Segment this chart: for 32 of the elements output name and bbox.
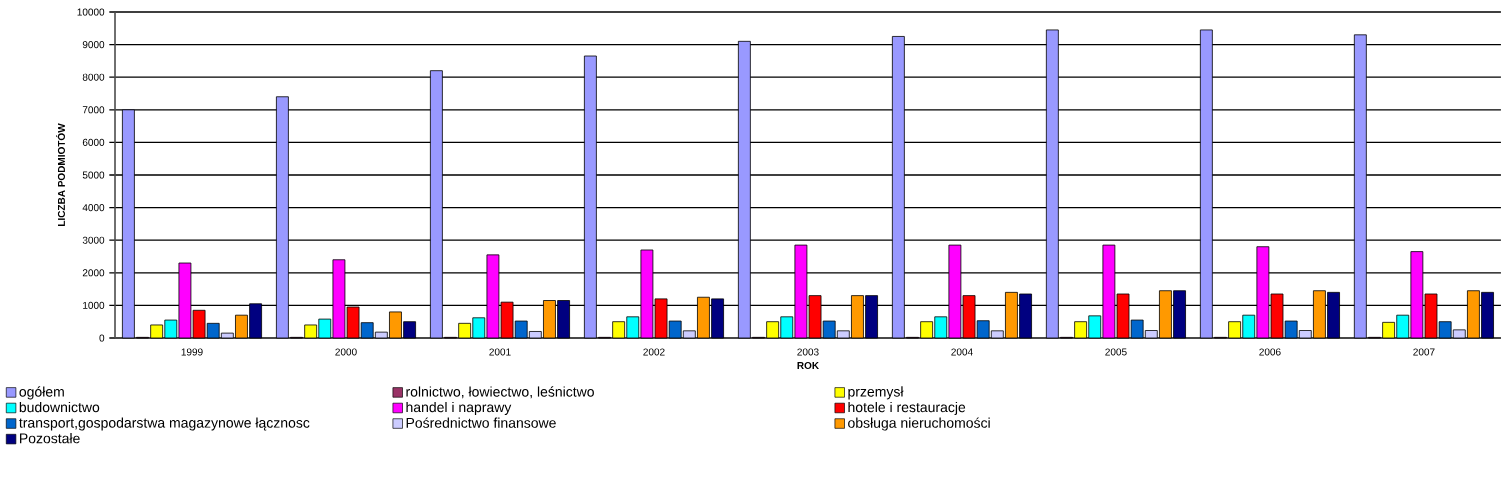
y-tick-label: 4000 <box>82 204 105 212</box>
y-tick-label: 7000 <box>82 106 105 114</box>
legend-label: hotele i restauracje <box>848 401 966 415</box>
x-tick-label: 2006 <box>1259 348 1281 356</box>
legend-label: handel i naprawy <box>406 401 512 415</box>
legend-label: Pośrednictwo finansowe <box>406 417 556 428</box>
y-tick-label: 10000 <box>77 8 105 16</box>
legend-label: obsługa nieruchomości <box>848 417 990 431</box>
legend-label: rolnictwo, łowiectwo, leśnictwo <box>406 386 594 399</box>
y-tick-label: 1000 <box>83 301 105 309</box>
legend-label: przemysł <box>848 386 904 400</box>
y-tick-label: 2000 <box>82 269 105 277</box>
x-axis-title: ROK <box>797 361 819 370</box>
y-tick-label: 0 <box>99 334 105 342</box>
x-tick-label: 2004 <box>951 348 973 356</box>
y-axis-title: LICZBA PODMIOTÓW <box>56 123 65 226</box>
legend-label: Pozostałe <box>20 433 80 444</box>
y-tick-label: 9000 <box>82 41 105 49</box>
x-tick-label: 2000 <box>335 348 357 356</box>
y-tick-label: 5000 <box>82 171 105 179</box>
legend-label: ogółem <box>19 386 64 400</box>
x-tick-label: 2002 <box>643 348 665 356</box>
x-tick-label: 2005 <box>1105 348 1127 356</box>
x-tick-label: 2001 <box>489 348 511 356</box>
legend-label: budownictwo <box>19 401 100 413</box>
y-tick-label: 6000 <box>82 138 105 146</box>
y-tick-label: 8000 <box>82 73 105 81</box>
legend-label: transport,gospodarstwa magazynowe łącznosc <box>19 417 310 431</box>
x-tick-label: 2007 <box>1413 348 1435 356</box>
x-tick-label: 2003 <box>797 348 819 356</box>
y-tick-label: 3000 <box>82 236 105 244</box>
x-tick-label: 1999 <box>181 348 203 356</box>
